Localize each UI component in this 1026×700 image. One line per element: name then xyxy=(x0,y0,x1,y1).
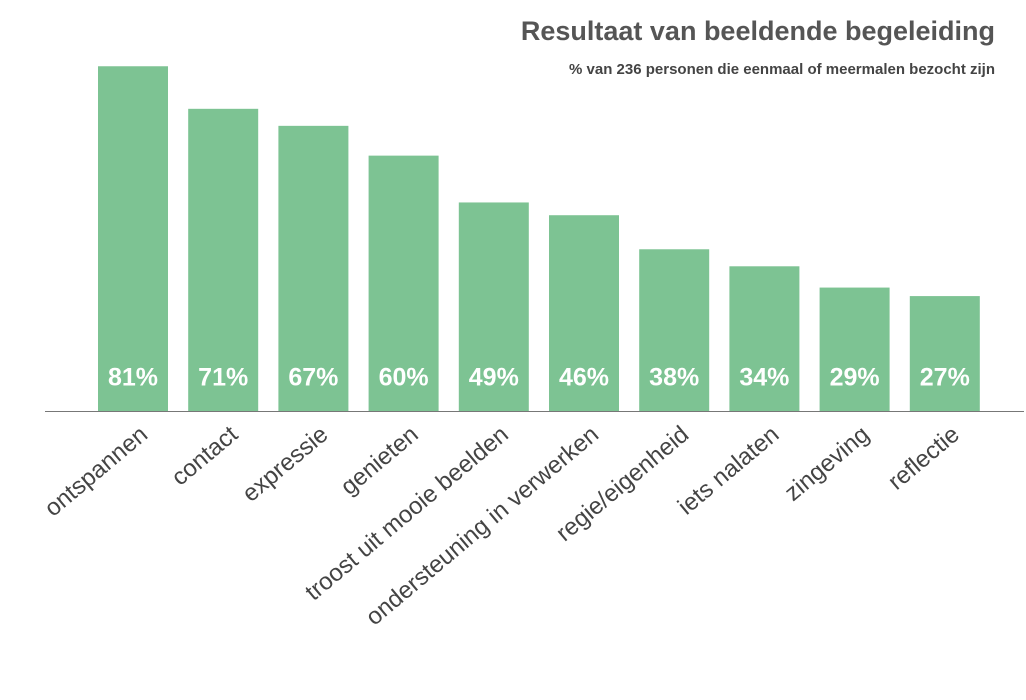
x-tick-label: genieten xyxy=(336,421,424,501)
value-label: 81% xyxy=(108,364,158,392)
x-tick-label: reflectie xyxy=(883,421,965,496)
bar xyxy=(278,125,349,411)
value-label: 46% xyxy=(559,364,609,392)
x-tick-label: zingeving xyxy=(779,421,874,507)
value-label: 49% xyxy=(469,364,519,392)
bar xyxy=(98,66,168,411)
value-label: 71% xyxy=(198,364,248,392)
bar xyxy=(729,266,800,411)
x-tick-label: ontspannen xyxy=(39,421,152,522)
bar xyxy=(549,215,619,411)
bar xyxy=(368,155,439,411)
value-label: 60% xyxy=(379,364,429,392)
value-label: 34% xyxy=(739,364,789,392)
value-label: 27% xyxy=(920,364,970,392)
chart-title: Resultaat van beeldende begeleiding xyxy=(521,16,995,46)
bar xyxy=(639,249,710,411)
bar xyxy=(188,108,259,411)
x-tick-label: iets nalaten xyxy=(673,421,784,521)
value-label: 67% xyxy=(288,364,338,392)
bar xyxy=(909,296,980,411)
bar xyxy=(819,287,890,411)
x-tick-label: contact xyxy=(166,421,243,492)
value-label: 29% xyxy=(830,364,880,392)
value-label: 38% xyxy=(649,364,699,392)
bar xyxy=(458,202,529,411)
x-tick-label: expressie xyxy=(237,421,333,508)
chart-subtitle: % van 236 personen die eenmaal of meerma… xyxy=(569,61,995,78)
